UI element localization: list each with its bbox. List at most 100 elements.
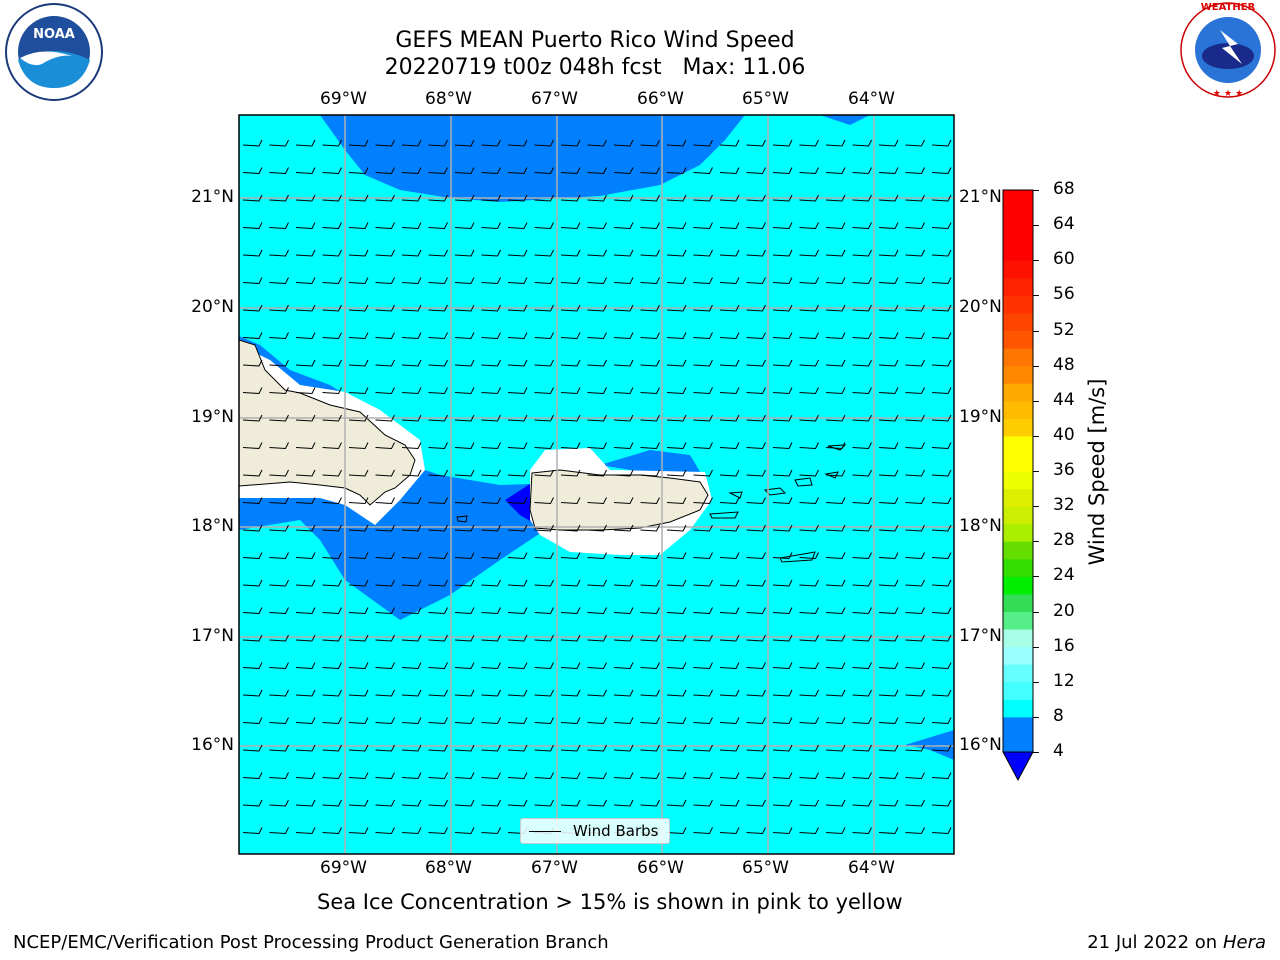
wind-barb [931, 304, 952, 312]
wind-barb [295, 552, 316, 560]
wind-barb [931, 799, 952, 807]
wind-barb [719, 524, 740, 532]
wind-barb [931, 524, 952, 532]
wind-barb [613, 799, 634, 807]
wind-barb [746, 689, 766, 697]
wind-barb [931, 827, 952, 835]
wind-barb [242, 277, 263, 285]
wind-barb [560, 469, 581, 477]
wind-barb [295, 414, 316, 422]
lon-label-bottom: 69°W [320, 858, 367, 878]
wind-barb [719, 717, 740, 725]
wind-barb [454, 634, 475, 642]
wind-barb [799, 772, 819, 780]
wind-barb [242, 799, 263, 807]
wind-barb [693, 387, 713, 395]
wind-barb [428, 799, 448, 807]
wind-barb [534, 607, 554, 615]
wind-barb [693, 442, 713, 450]
wind-barb [666, 249, 687, 257]
wind-barb [269, 139, 289, 147]
wind-barb [905, 414, 925, 422]
wind-barb [640, 717, 660, 725]
wind-barb [587, 469, 607, 477]
wind-barb [666, 194, 687, 202]
colorbar-segment [1003, 418, 1033, 437]
colorbar-segment [1003, 734, 1033, 753]
wind-barb [348, 222, 369, 230]
wind-barb [401, 579, 422, 587]
wind-barb [481, 524, 501, 532]
wind-barb [481, 772, 501, 780]
wind-barb [852, 689, 872, 697]
sea-ice-caption: Sea Ice Concentration > 15% is shown in … [317, 890, 903, 914]
nws-logo: WEATHER ★ ★ ★ [1180, 2, 1276, 99]
wind-barb [348, 579, 369, 587]
wind-barb [772, 222, 793, 230]
wind-barb [534, 359, 554, 367]
wind-barb [348, 167, 369, 175]
wind-barb [428, 414, 448, 422]
wind-barb [825, 469, 846, 477]
wind-barb [772, 277, 793, 285]
wind-barb [799, 249, 819, 257]
colorbar-tick-mark [1033, 646, 1039, 648]
wind-barb [481, 552, 501, 560]
wind-barb [693, 744, 713, 752]
wind-barb [613, 772, 634, 780]
wind-barb [454, 799, 475, 807]
wind-barb [931, 744, 952, 752]
wind-barb [481, 387, 501, 395]
wind-barb [799, 744, 819, 752]
wind-barb [746, 579, 766, 587]
wind-barb [878, 744, 899, 752]
wind-barb [375, 139, 395, 147]
colorbar-tick-label: 56 [1053, 284, 1075, 305]
wind-barb [746, 359, 766, 367]
wind-barb [799, 442, 819, 450]
wind-barb [878, 497, 899, 505]
wind-barb [905, 662, 925, 670]
wind-barb [666, 414, 687, 422]
wind-barb [375, 827, 395, 835]
wind-barb [322, 304, 342, 312]
wind-barb [454, 717, 475, 725]
wind-barb [375, 607, 395, 615]
colorbar-segment [1003, 558, 1033, 577]
colorbar-tick-mark [1033, 716, 1039, 718]
colorbar-segment [1003, 453, 1033, 472]
wind-barb [428, 524, 448, 532]
wind-barb [242, 772, 263, 780]
wind-barb [666, 332, 687, 340]
wind-barb [587, 634, 607, 642]
wind-barb [428, 387, 448, 395]
wind-barb [534, 277, 554, 285]
wind-barb [666, 799, 687, 807]
wind-barb [295, 772, 316, 780]
wind-barb [322, 497, 342, 505]
wind-barb [719, 634, 740, 642]
wind-barb [454, 222, 475, 230]
wind-barb [454, 579, 475, 587]
wind-barb [719, 607, 740, 615]
wind-barb [693, 772, 713, 780]
wind-barb [401, 607, 422, 615]
wind-barb [375, 414, 395, 422]
wind-barb [587, 524, 607, 532]
wind-barb [905, 607, 925, 615]
wind-barb [852, 442, 872, 450]
wind-barb [905, 304, 925, 312]
wind-barb [454, 827, 475, 835]
wind-barb [852, 607, 872, 615]
colorbar-segment [1003, 400, 1033, 419]
wind-barb [401, 277, 422, 285]
wind-barb [878, 552, 899, 560]
wind-barb [587, 607, 607, 615]
map-gridlines [239, 115, 954, 854]
lat-label-left: 17°N [191, 626, 234, 646]
wind-barb [613, 662, 634, 670]
wind-barb [719, 827, 740, 835]
wind-barb [587, 359, 607, 367]
wind-barb [401, 222, 422, 230]
